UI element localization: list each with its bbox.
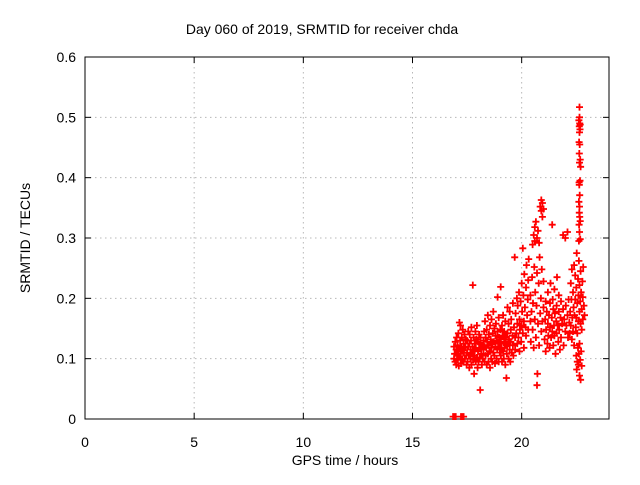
- axis-tick-labels: 0 5 10 15 20 0 0.1 0.2 0.3 0.4 0.5 0.6: [57, 49, 530, 450]
- x-axis-label: GPS time / hours: [292, 452, 399, 468]
- y-tick-label: 0.4: [57, 170, 77, 186]
- x-tick-label: 15: [405, 434, 421, 450]
- x-tick-label: 20: [514, 434, 530, 450]
- chart-title: Day 060 of 2019, SRMTID for receiver chd…: [186, 21, 459, 37]
- data-points-layer: [449, 103, 588, 420]
- x-tick-label: 0: [81, 434, 89, 450]
- y-tick-label: 0.3: [57, 230, 77, 246]
- x-tick-label: 10: [296, 434, 312, 450]
- y-tick-label: 0.2: [57, 290, 77, 306]
- grid-lines: [85, 57, 609, 419]
- x-tick-label: 5: [190, 434, 198, 450]
- y-axis-label: SRMTID / TECUs: [17, 183, 33, 293]
- data-points: [449, 103, 588, 420]
- y-tick-label: 0.5: [57, 109, 77, 125]
- y-tick-label: 0: [68, 411, 76, 427]
- axis-ticks: [84, 56, 609, 420]
- y-tick-label: 0.6: [57, 49, 77, 65]
- y-tick-label: 0.1: [57, 351, 77, 367]
